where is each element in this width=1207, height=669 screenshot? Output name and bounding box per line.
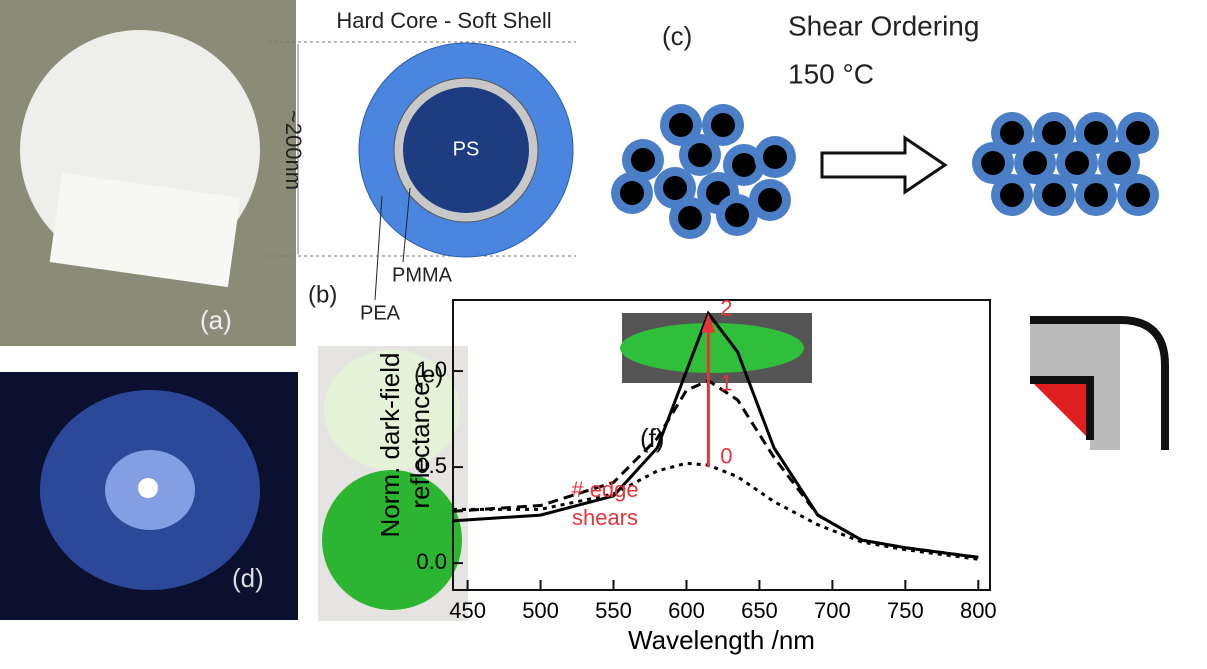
curve — [452, 378, 979, 559]
panel-label: (b) — [308, 281, 337, 308]
particle-core — [1023, 151, 1047, 175]
disk-green — [322, 470, 462, 610]
x-tick-label: 600 — [668, 598, 705, 623]
title: Shear Ordering — [788, 10, 979, 41]
curve — [452, 310, 979, 559]
x-tick-label: 650 — [741, 598, 778, 623]
particle-core — [758, 188, 782, 212]
annotation-note: shears — [572, 505, 638, 530]
panel-label: (a) — [200, 305, 232, 335]
y-tick-label: 0.5 — [416, 453, 447, 478]
arrow — [820, 135, 948, 195]
temperature: 150 °C — [788, 58, 874, 89]
x-tick-label: 750 — [887, 598, 924, 623]
annotation-arrowhead — [701, 313, 716, 333]
pointer — [374, 195, 383, 301]
inset-green — [620, 323, 804, 373]
particle-core — [1084, 121, 1108, 145]
panel-label: (d) — [232, 563, 264, 593]
particle-core — [631, 148, 655, 172]
particle-core — [1126, 183, 1150, 207]
disk-light — [324, 350, 460, 470]
title: Hard Core - Soft Shell — [336, 8, 551, 33]
panel-label: (c) — [662, 21, 692, 51]
particle-core — [1042, 183, 1066, 207]
particle-core — [688, 143, 712, 167]
particle-core — [725, 203, 749, 227]
inset-schematic — [1030, 316, 1169, 450]
particle-core — [620, 181, 644, 205]
y-tick-label: 1.0 — [416, 357, 447, 382]
curve-label: 1 — [720, 370, 732, 395]
core — [403, 87, 529, 213]
size-label: ~200nm — [281, 110, 306, 190]
particle-core — [1126, 121, 1150, 145]
particle-core — [1084, 183, 1108, 207]
x-tick-label: 500 — [522, 598, 559, 623]
curve-label: 2 — [720, 295, 732, 320]
beam — [138, 478, 158, 498]
x-axis-label: Wavelength /nm — [628, 625, 815, 655]
y-axis-label: reflectance — [405, 381, 435, 508]
curve-label: 0 — [720, 443, 732, 468]
particle-core — [669, 113, 693, 137]
x-tick-label: 550 — [595, 598, 632, 623]
particle-core — [981, 151, 1005, 175]
panel-label: (e) — [414, 361, 443, 388]
particle-core — [1042, 121, 1066, 145]
particle-core — [1107, 151, 1131, 175]
annotation-note: # edge — [571, 477, 638, 502]
particle-core — [1000, 183, 1024, 207]
particle-core — [763, 145, 787, 169]
particle-core — [732, 153, 756, 177]
particle-core — [663, 176, 687, 200]
shell-label: PEA — [360, 302, 401, 324]
curve — [453, 461, 979, 561]
pointer — [402, 187, 411, 263]
particles — [611, 104, 1159, 239]
chart: 450 500 550 600 650 700 750 800 0.0 0.5 1.0 Wavelen… — [375, 295, 997, 654]
x-tick-label: 450 — [449, 598, 486, 623]
y-axis-label: Norm. dark-field — [375, 353, 405, 538]
y-tick-label: 0.0 — [416, 549, 447, 574]
particle-core — [1000, 121, 1024, 145]
particle-core — [1065, 151, 1089, 175]
particle-core — [678, 206, 702, 230]
middle-label: PMMA — [392, 264, 453, 286]
label-sticker — [49, 172, 241, 288]
x-tick-label: 700 — [814, 598, 851, 623]
plot-frame — [452, 299, 991, 591]
particle-core — [711, 113, 735, 137]
core-label: PS — [453, 138, 480, 160]
x-tick-label: 800 — [960, 598, 997, 623]
